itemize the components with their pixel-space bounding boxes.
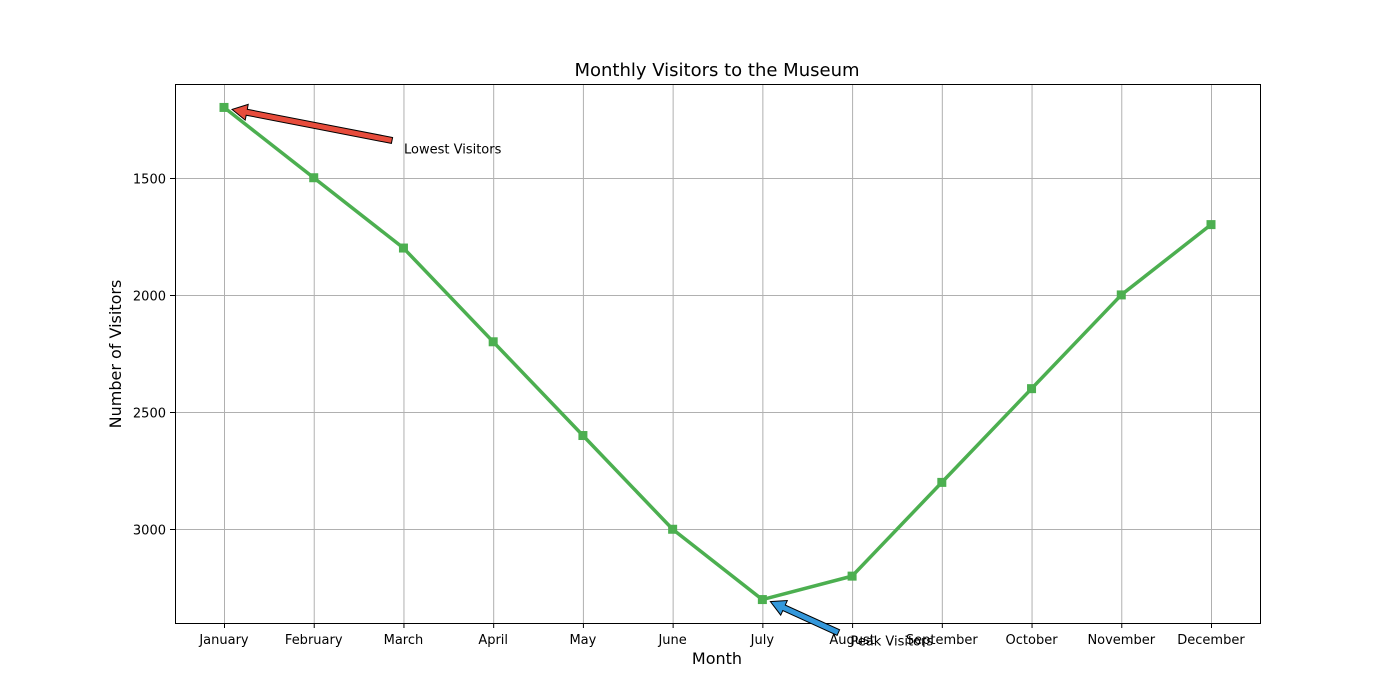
annotation-arrow [769, 599, 841, 636]
y-tick-label: 2500 [133, 407, 166, 422]
y-tick-label: 3000 [133, 524, 166, 539]
x-tick-label: May [569, 633, 596, 648]
x-tick-label: February [285, 633, 343, 648]
plot-frame [175, 84, 1261, 624]
x-tick-label: January [198, 633, 249, 648]
y-tick-label: 2000 [133, 290, 166, 305]
annotation-arrow [230, 103, 394, 144]
data-point-marker [578, 431, 588, 441]
x-tick-label: March [384, 633, 424, 648]
annotation-label: Lowest Visitors [404, 142, 502, 157]
grid [175, 84, 1260, 623]
x-tick-label: December [1177, 633, 1245, 648]
data-point-marker [219, 102, 229, 112]
series-line [222, 106, 1213, 602]
x-tick-label: August [829, 633, 875, 648]
y-axis-label: Number of Visitors [106, 280, 125, 429]
annotation-label: Peak Visitors [850, 635, 933, 650]
data-point-marker [1027, 384, 1037, 394]
data-point-marker [757, 595, 767, 605]
data-series [219, 102, 1216, 605]
x-tick-label: September [906, 633, 979, 648]
x-tick-label: November [1087, 633, 1155, 648]
y-tick-label: 1500 [133, 173, 166, 188]
axis-ticks: January February March April May June July Augu… [133, 173, 1245, 649]
data-point-marker [398, 243, 408, 253]
chart-title: Monthly Visitors to the Museum [574, 60, 859, 81]
x-tick-label: April [478, 633, 508, 648]
data-point-marker [309, 173, 319, 183]
x-tick-label: June [657, 633, 686, 648]
x-tick-label: July [750, 633, 775, 648]
data-point-marker [1206, 220, 1216, 230]
data-point-marker [937, 477, 947, 487]
x-tick-label: October [1006, 633, 1059, 648]
data-point-marker [1116, 290, 1126, 300]
data-point-marker [488, 337, 498, 347]
annotations: Lowest Visitors Peak Visitors [230, 103, 933, 650]
data-point-marker [668, 524, 678, 534]
data-point-marker [847, 571, 857, 581]
x-axis-label: Month [692, 649, 742, 668]
